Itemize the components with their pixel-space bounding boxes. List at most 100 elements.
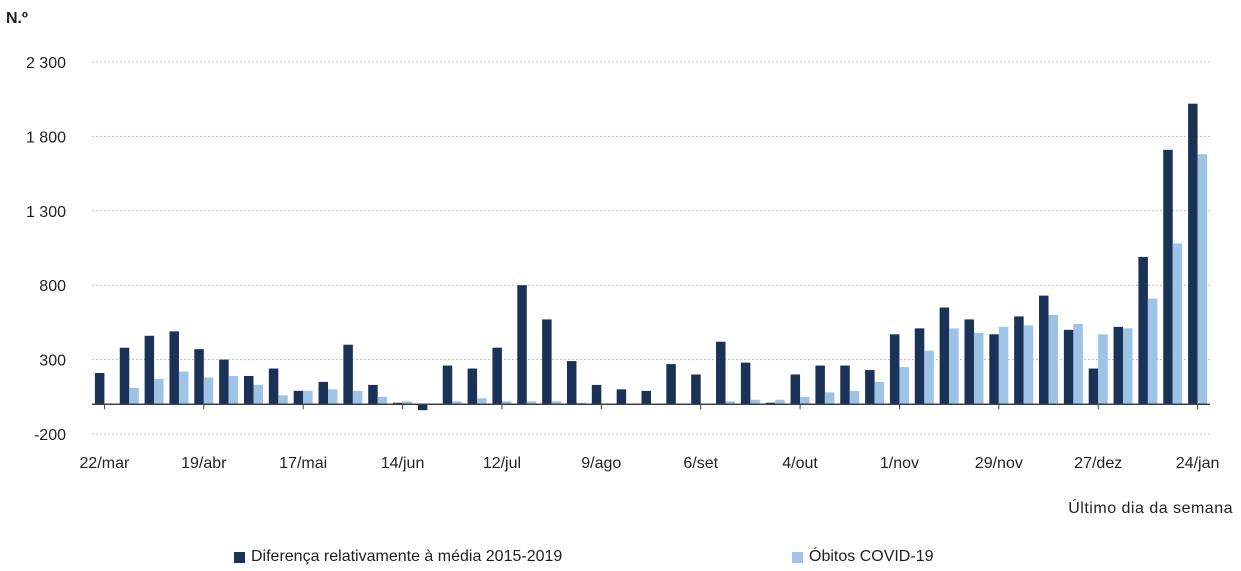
- x-tick-label: 27/dez: [1074, 455, 1122, 472]
- bar-covid: [228, 375, 239, 405]
- bar-covid: [1197, 154, 1208, 405]
- bar-diferenca: [1063, 329, 1074, 405]
- x-axis: 22/mar 19/abr 17/mai 14/jun 12/jul 9/ago 6/set…: [80, 403, 1220, 472]
- bar-diferenca: [219, 359, 229, 405]
- bar-covid: [1098, 334, 1108, 405]
- bar-diferenca: [1014, 316, 1024, 405]
- bar-covid: [328, 389, 338, 405]
- x-tick-label: 17/mai: [279, 455, 327, 472]
- bar-diferenca: [1188, 103, 1198, 405]
- bar-diferenca: [939, 307, 950, 405]
- legend-label-diferenca: Diferença relativamente à média 2015-201…: [251, 548, 563, 565]
- bar-covid: [129, 387, 139, 405]
- bar-diferenca: [1163, 149, 1173, 405]
- y-tick-label: 1 300: [26, 204, 66, 221]
- bar-covid: [452, 401, 462, 405]
- bar-diferenca: [442, 365, 453, 405]
- bar-diferenca: [542, 319, 552, 405]
- bar-covid: [477, 398, 487, 405]
- bar-diferenca: [566, 361, 577, 405]
- bar-diferenca: [840, 365, 850, 405]
- bar-diferenca: [492, 347, 502, 405]
- bar-covid: [178, 371, 189, 405]
- bar-diferenca: [1088, 368, 1099, 405]
- y-tick-label: -200: [34, 427, 66, 444]
- bar-covid: [1147, 298, 1158, 405]
- bar-covid: [526, 401, 537, 405]
- bar-diferenca: [417, 404, 428, 411]
- bar-diferenca: [591, 384, 602, 405]
- bar-diferenca: [666, 364, 676, 405]
- y-axis-label: N.º: [6, 10, 28, 27]
- bar-covid: [973, 332, 984, 405]
- bar-covid: [501, 401, 512, 405]
- bar-diferenca: [144, 335, 155, 405]
- bar-diferenca: [790, 374, 801, 405]
- x-tick-label: 24/jan: [1176, 455, 1220, 472]
- bar-diferenca: [616, 389, 627, 405]
- bar-covid: [924, 350, 934, 405]
- bar-diferenca: [343, 344, 353, 405]
- bar-diferenca: [815, 365, 825, 405]
- y-tick-label: 300: [39, 353, 66, 370]
- bar-diferenca: [119, 347, 130, 405]
- bar-diferenca: [1113, 326, 1124, 405]
- bar-covid: [1172, 243, 1183, 405]
- bar-diferenca: [716, 341, 726, 405]
- legend-swatch-diferenca: [234, 551, 245, 563]
- bar-covid: [402, 401, 413, 405]
- bar-diferenca: [889, 334, 900, 405]
- bar-diferenca: [293, 390, 304, 405]
- bar-covid: [1073, 323, 1083, 405]
- bar-covid: [800, 396, 810, 405]
- bar-diferenca: [169, 331, 179, 405]
- bar-covid: [849, 390, 860, 405]
- bar-covid: [750, 399, 760, 405]
- bar-diferenca: [740, 362, 751, 405]
- bar-covid: [725, 401, 736, 405]
- legend-item-covid: Óbitos COVID-19: [792, 548, 933, 566]
- bar-covid: [775, 399, 785, 405]
- bar-diferenca: [268, 368, 279, 405]
- x-tick-label: 22/mar: [80, 455, 130, 472]
- bar-diferenca: [467, 368, 478, 405]
- x-tick-label: 29/nov: [975, 455, 1023, 472]
- x-tick-label: 9/ago: [581, 455, 621, 472]
- bar-diferenca: [641, 390, 651, 405]
- legend-item-diferenca: Diferença relativamente à média 2015-201…: [234, 548, 562, 566]
- bar-covid: [824, 392, 835, 405]
- x-tick-label: 14/jun: [381, 455, 425, 472]
- y-tick-labels: -200 300 800 1 300 1 800 2 300: [26, 55, 66, 444]
- y-tick-label: 2 300: [26, 55, 66, 72]
- bar-diferenca: [914, 328, 925, 405]
- bars: [94, 103, 1208, 411]
- bar-diferenca: [1039, 295, 1049, 405]
- legend-label-covid: Óbitos COVID-19: [809, 548, 934, 565]
- x-tick-label: 6/set: [683, 455, 718, 472]
- y-tick-label: 800: [39, 278, 66, 295]
- bar-diferenca: [517, 285, 527, 405]
- bar-covid: [253, 384, 263, 405]
- bar-covid: [303, 390, 313, 405]
- bar-covid: [899, 367, 909, 405]
- bar-diferenca: [865, 370, 875, 405]
- bar-diferenca: [194, 349, 204, 405]
- bar-diferenca: [989, 334, 999, 405]
- bar-diferenca: [368, 384, 378, 405]
- bar-diferenca: [1138, 256, 1148, 405]
- bar-covid: [1023, 325, 1034, 405]
- bar-covid: [998, 326, 1009, 405]
- bar-covid: [874, 381, 885, 405]
- bar-covid: [154, 378, 164, 405]
- x-tick-label: 4/out: [782, 455, 818, 472]
- x-tick-label: 1/nov: [880, 455, 919, 472]
- bar-diferenca: [318, 381, 329, 405]
- bar-covid: [1048, 314, 1059, 405]
- bar-diferenca: [691, 374, 701, 405]
- bar-covid: [949, 328, 959, 405]
- x-axis-label: Último dia da semana: [1068, 500, 1233, 517]
- bar-diferenca: [964, 319, 974, 405]
- bar-covid: [203, 377, 214, 405]
- bar-diferenca: [243, 375, 254, 405]
- bar-covid: [1123, 328, 1133, 405]
